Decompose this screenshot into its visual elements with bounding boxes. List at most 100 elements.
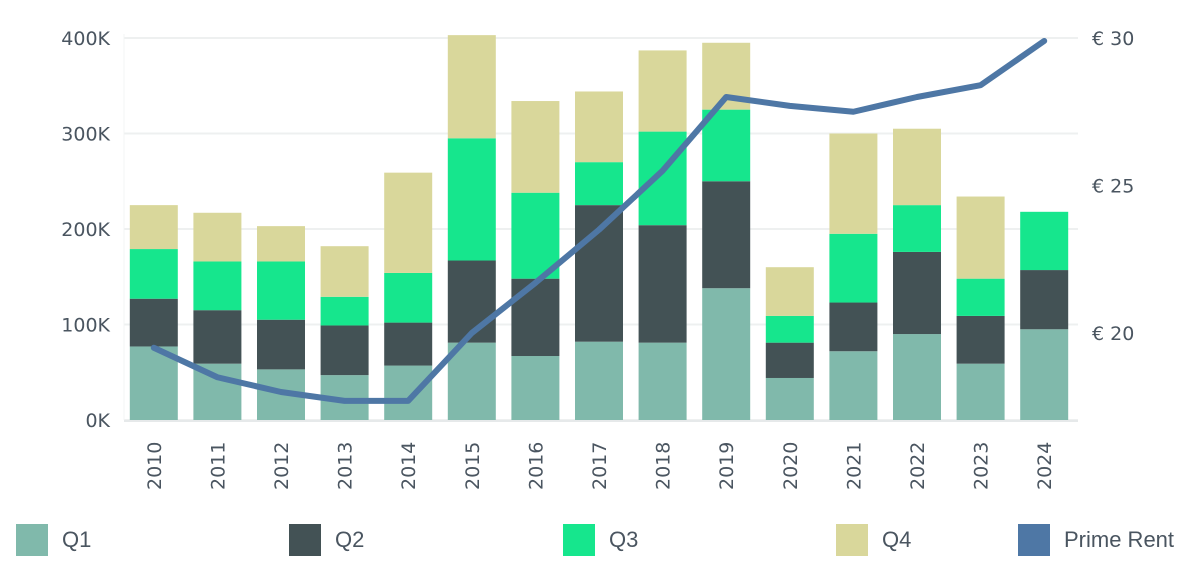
legend: Q1 Q2 Q3 Q4 Prime Rent [0, 522, 1200, 562]
x-tick-label: 2012 [271, 442, 293, 490]
right-axis-ticks: € 20 € 25 € 30 [1092, 28, 1134, 345]
bar-q4-2023[interactable] [956, 196, 1005, 279]
bar-q2-2013[interactable] [320, 325, 369, 376]
bars [129, 35, 1069, 420]
left-axis-ticks: 0K 100K 200K 300K 400K [61, 28, 110, 432]
legend-swatch-prime-rent [1018, 524, 1050, 556]
bar-q3-2014[interactable] [384, 272, 433, 323]
bar-q4-2021[interactable] [829, 133, 878, 234]
x-tick-label: 2017 [589, 442, 611, 490]
bar-q3-2013[interactable] [320, 296, 369, 326]
y-tick-label: 200K [61, 219, 110, 241]
x-tick-label: 2018 [653, 442, 675, 490]
legend-item-q2[interactable]: Q2 [289, 522, 364, 558]
bar-q4-2010[interactable] [129, 205, 178, 250]
bar-q4-2012[interactable] [257, 226, 305, 262]
y2-tick-label: € 20 [1092, 323, 1134, 345]
prime-rent-line-group [150, 37, 1048, 404]
bar-q2-2017[interactable] [575, 205, 623, 342]
bar-q2-2023[interactable] [956, 315, 1005, 364]
bar-q3-2020[interactable] [765, 315, 814, 343]
x-tick-label: 2024 [1034, 442, 1056, 490]
legend-label: Q1 [62, 527, 92, 552]
x-tick-label: 2019 [716, 442, 738, 490]
bar-q4-2022[interactable] [893, 128, 941, 206]
bar-q3-2024[interactable] [1020, 211, 1069, 271]
bar-q4-2011[interactable] [193, 212, 242, 262]
x-tick-label: 2015 [462, 442, 484, 490]
legend-label: Q4 [882, 527, 912, 552]
legend-swatch-q3 [563, 524, 595, 556]
bar-q2-2020[interactable] [765, 342, 814, 378]
x-tick-label: 2020 [780, 442, 802, 490]
bar-q1-2022[interactable] [893, 334, 941, 420]
bar-q3-2011[interactable] [193, 261, 242, 311]
bar-q3-2021[interactable] [829, 233, 878, 303]
x-tick-label: 2013 [335, 442, 357, 490]
bar-q3-2015[interactable] [447, 138, 496, 261]
bar-q4-2015[interactable] [447, 35, 496, 139]
bar-q2-2016[interactable] [511, 278, 560, 357]
x-axis-ticks: 2010 2011 2012 2013 2014 2015 2016 2017 2018 2019… [144, 442, 1056, 490]
bar-q1-2015[interactable] [447, 342, 496, 420]
bar-q1-2024[interactable] [1020, 329, 1069, 420]
bar-q2-2011[interactable] [193, 310, 242, 364]
legend-item-q4[interactable]: Q4 [836, 522, 911, 558]
bar-q2-2010[interactable] [129, 298, 178, 347]
bar-q3-2018[interactable] [638, 131, 687, 226]
bar-q1-2014[interactable] [384, 365, 433, 420]
bar-q3-2022[interactable] [893, 205, 941, 252]
chart: 0K 100K 200K 300K 400K € 20 € 25 € 30 2010 2011… [61, 28, 1134, 490]
bar-q4-2014[interactable] [384, 172, 433, 273]
y-tick-label: 100K [61, 315, 110, 337]
x-tick-label: 2010 [144, 442, 166, 490]
legend-item-q3[interactable]: Q3 [563, 522, 638, 558]
bar-q3-2012[interactable] [257, 261, 305, 320]
legend-swatch-q2 [289, 524, 321, 556]
bar-q3-2017[interactable] [575, 162, 623, 206]
legend-label: Q3 [609, 527, 639, 552]
bar-q3-2023[interactable] [956, 278, 1005, 316]
bar-q1-2010[interactable] [129, 346, 178, 420]
bar-q1-2017[interactable] [575, 341, 623, 420]
x-tick-label: 2022 [907, 442, 929, 490]
bar-q1-2018[interactable] [638, 342, 687, 420]
y-tick-label: 300K [61, 124, 110, 146]
legend-label: Prime Rent [1064, 527, 1175, 552]
bar-q1-2021[interactable] [829, 351, 878, 420]
bar-q4-2018[interactable] [638, 50, 687, 132]
y2-tick-label: € 30 [1092, 28, 1134, 50]
bar-q1-2019[interactable] [702, 288, 751, 420]
x-tick-label: 2023 [971, 442, 993, 490]
bar-q2-2012[interactable] [257, 319, 305, 370]
bar-q3-2010[interactable] [129, 249, 178, 299]
y-tick-label: 0K [85, 410, 110, 432]
bar-q1-2020[interactable] [765, 377, 814, 420]
legend-swatch-q4 [836, 524, 868, 556]
y2-tick-label: € 25 [1092, 176, 1134, 198]
bar-q2-2019[interactable] [702, 181, 751, 289]
legend-item-prime-rent[interactable]: Prime Rent [1018, 522, 1174, 558]
bar-q1-2023[interactable] [956, 363, 1005, 420]
y-tick-label: 400K [61, 28, 110, 50]
bar-q4-2020[interactable] [765, 267, 814, 316]
x-tick-label: 2021 [843, 442, 865, 490]
bar-q2-2018[interactable] [638, 225, 687, 343]
bar-q2-2022[interactable] [893, 251, 941, 335]
x-tick-label: 2011 [207, 442, 229, 490]
bar-q2-2024[interactable] [1020, 270, 1069, 330]
bar-q4-2016[interactable] [511, 101, 560, 193]
bar-q2-2015[interactable] [447, 260, 496, 343]
bar-q1-2016[interactable] [511, 356, 560, 420]
legend-swatch-q1 [16, 524, 48, 556]
x-tick-label: 2014 [398, 442, 420, 490]
bar-q4-2013[interactable] [320, 246, 369, 297]
x-tick-label: 2016 [525, 442, 547, 490]
legend-item-q1[interactable]: Q1 [16, 522, 91, 558]
bar-q4-2017[interactable] [575, 91, 623, 163]
bar-q2-2021[interactable] [829, 302, 878, 352]
bar-q3-2019[interactable] [702, 109, 751, 182]
bar-q3-2016[interactable] [511, 192, 560, 279]
bar-q2-2014[interactable] [384, 322, 433, 366]
legend-label: Q2 [335, 527, 365, 552]
